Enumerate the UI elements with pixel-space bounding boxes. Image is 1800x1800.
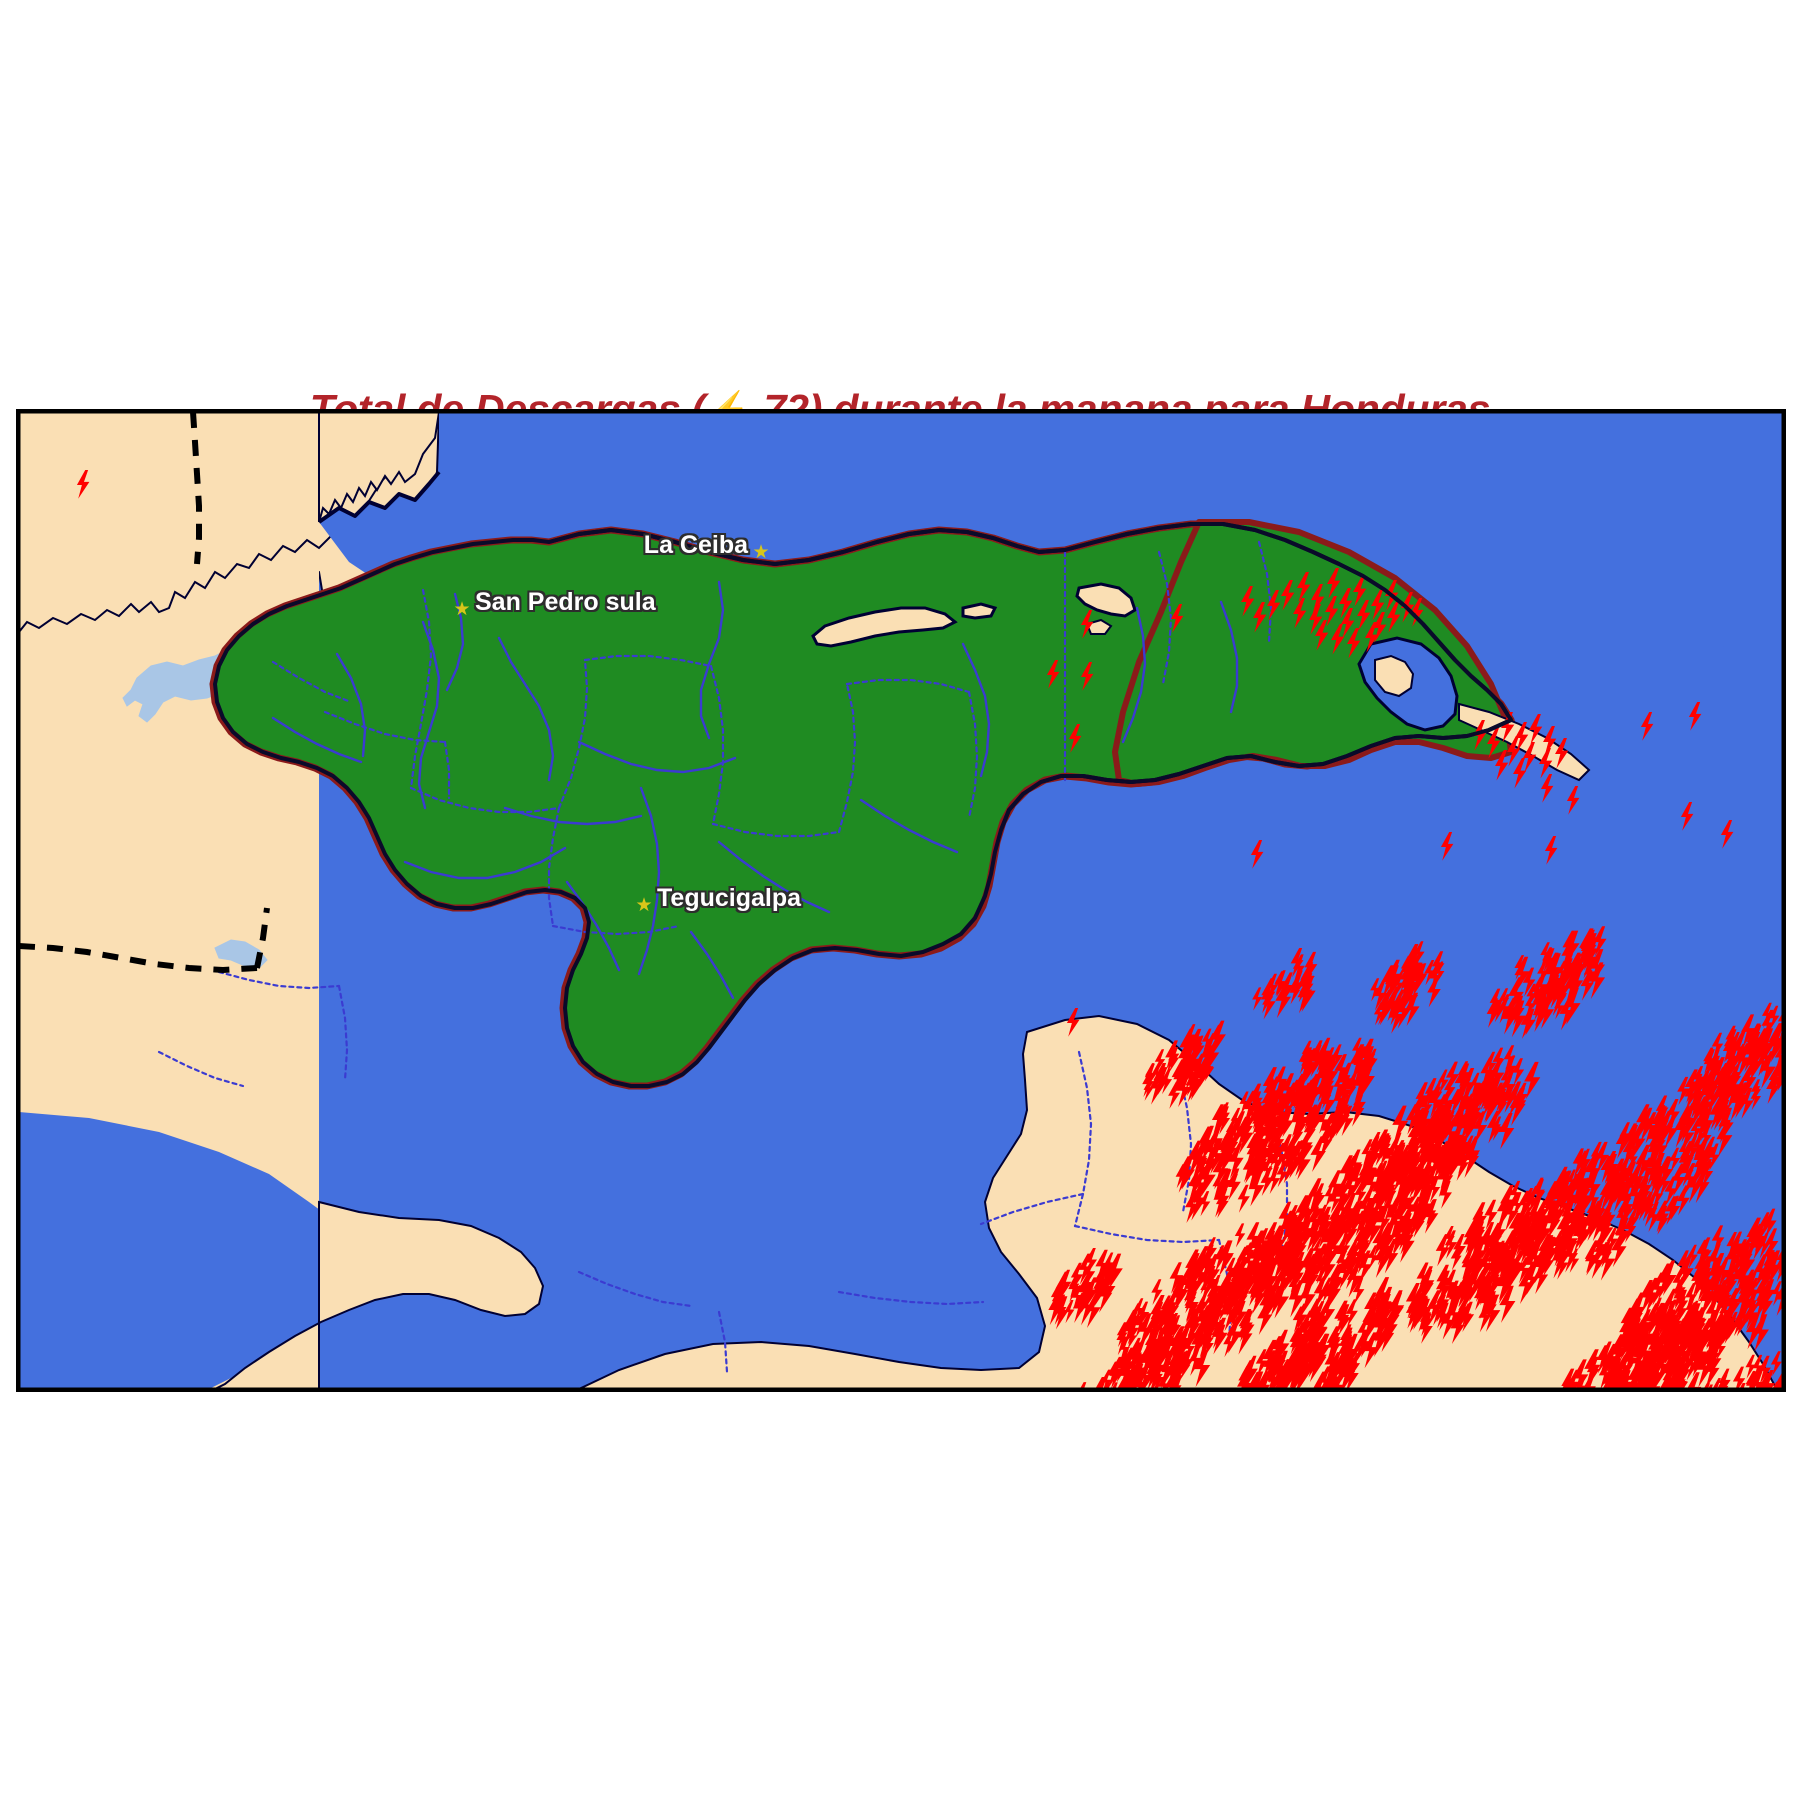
map-frame[interactable]: ★ La Ceiba ★ San Pedro sula ★ Tegucigalp…: [16, 409, 1786, 1392]
international-borders: [19, 412, 270, 974]
storm-strike-fields: [1048, 926, 1783, 1389]
island-guanaja: [1075, 582, 1137, 618]
island-utila: [961, 602, 998, 620]
honduras-outline-top: [213, 522, 1513, 1088]
rivers: [271, 580, 1239, 1000]
laguna-caratasca-inner-land: [1374, 654, 1415, 698]
pacific-ocean: [19, 1112, 549, 1389]
map-canvas[interactable]: ★ La Ceiba ★ San Pedro sula ★ Tegucigalp…: [19, 412, 1783, 1389]
island-roatan: [811, 606, 958, 648]
land-belize-coast: [318, 412, 441, 523]
lake-small-south: [214, 939, 268, 969]
island-cayos-cochinos: [1085, 618, 1113, 635]
